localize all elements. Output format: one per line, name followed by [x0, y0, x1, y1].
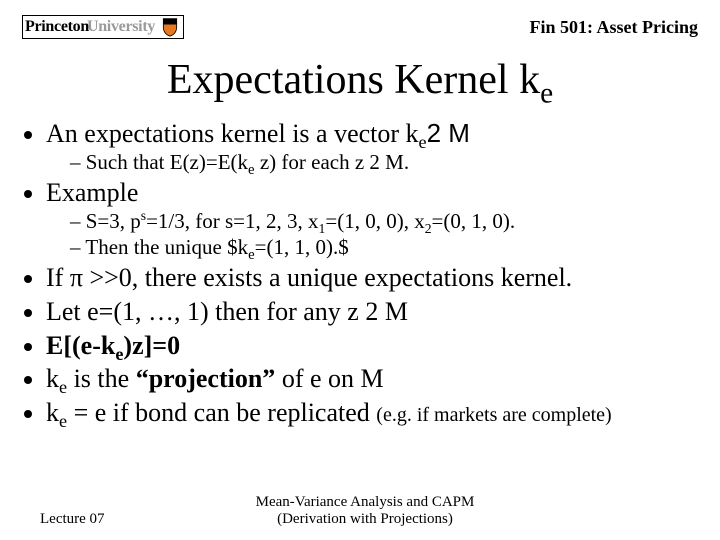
- text: )z]=0: [123, 331, 180, 360]
- text: E[(e-k: [46, 331, 115, 360]
- footer-left: Lecture 07: [40, 511, 180, 528]
- text: z) for each z 2 M.: [255, 150, 410, 174]
- text-small: (e.g. if markets are complete): [376, 404, 611, 426]
- bullet-4: Let e=(1, …, 1) then for any z 2 M: [46, 296, 698, 328]
- sub-bullet: Then the unique $ke=(1, 1, 0).$: [70, 235, 698, 261]
- footer-line-1: Mean-Variance Analysis and CAPM: [180, 494, 550, 511]
- text: =(1, 0, 0), x: [325, 209, 424, 233]
- bullet-3: If π >>0, there exists a unique expectat…: [46, 262, 698, 294]
- footer: Lecture 07 Mean-Variance Analysis and CA…: [0, 494, 720, 528]
- logo-princeton: Princeton: [25, 18, 89, 35]
- bullet-2: Example S=3, ps=1/3, for s=1, 2, 3, x1=(…: [46, 177, 698, 260]
- text: is the: [67, 364, 136, 393]
- text: 2 M: [427, 118, 470, 148]
- text: of e on M: [275, 364, 383, 393]
- subscript: 2: [425, 221, 432, 236]
- logo-university: University: [87, 18, 155, 35]
- text: =(0, 1, 0).: [432, 209, 516, 233]
- bullet-6: ke is the “projection” of e on M: [46, 363, 698, 395]
- sub-list: S=3, ps=1/3, for s=1, 2, 3, x1=(1, 0, 0)…: [46, 209, 698, 260]
- bullet-1: An expectations kernel is a vector ke2 M…: [46, 118, 698, 175]
- footer-line-2: (Derivation with Projections): [180, 511, 550, 528]
- text: Let e=(1, …, 1) then for any z 2 M: [46, 297, 408, 326]
- text: =(1, 1, 0).$: [255, 235, 349, 259]
- text: Such that E(z)=E(k: [86, 150, 248, 174]
- text: k: [46, 364, 59, 393]
- text: Then the unique $k: [85, 235, 248, 259]
- title-subscript: e: [540, 77, 553, 109]
- text-bold: “projection”: [136, 364, 276, 393]
- slide: PrincetonUniversity Fin 501: Asset Prici…: [0, 0, 720, 540]
- bullet-list: An expectations kernel is a vector ke2 M…: [22, 118, 698, 429]
- sub-bullet: Such that E(z)=E(ke z) for each z 2 M.: [70, 150, 698, 176]
- subscript: e: [419, 132, 427, 152]
- title-main: Expectations Kernel k: [167, 57, 540, 103]
- course-label: Fin 501: Asset Pricing: [530, 17, 699, 38]
- text: = e if bond can be replicated: [67, 398, 376, 427]
- subscript: e: [59, 411, 67, 431]
- logo-text: PrincetonUniversity: [25, 18, 155, 36]
- logo: PrincetonUniversity: [22, 15, 184, 39]
- footer-center: Mean-Variance Analysis and CAPM (Derivat…: [180, 494, 550, 528]
- shield-icon: [161, 17, 179, 37]
- text: S=3, p: [86, 209, 141, 233]
- text: =1/3, for s=1, 2, 3, x: [146, 209, 318, 233]
- bullet-5: E[(e-ke)z]=0: [46, 330, 698, 362]
- text: An expectations kernel is a vector k: [46, 119, 419, 148]
- header: PrincetonUniversity Fin 501: Asset Prici…: [22, 10, 698, 44]
- page-title: Expectations Kernel ke: [22, 56, 698, 104]
- text: k: [46, 398, 59, 427]
- text: Example: [46, 178, 138, 207]
- bullet-7: ke = e if bond can be replicated (e.g. i…: [46, 397, 698, 429]
- sub-list: Such that E(z)=E(ke z) for each z 2 M.: [46, 150, 698, 176]
- subscript: e: [59, 378, 67, 398]
- sub-bullet: S=3, ps=1/3, for s=1, 2, 3, x1=(1, 0, 0)…: [70, 209, 698, 235]
